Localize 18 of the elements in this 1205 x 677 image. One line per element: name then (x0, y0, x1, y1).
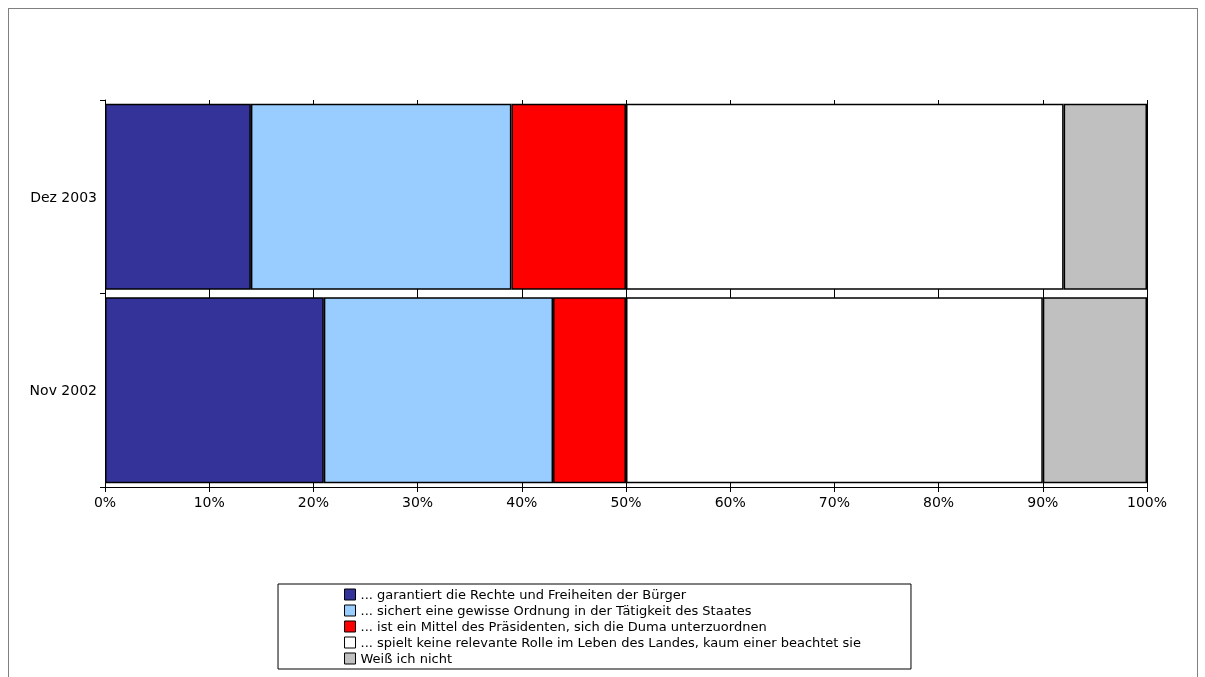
legend-label: ... spielt keine relevante Rolle im Leben des Landes, kaum einer beachtet sie (360, 635, 861, 650)
legend-label: ... garantiert die Rechte und Freiheiten der Bürger (360, 587, 687, 602)
x-tick-label: 30% (402, 494, 434, 510)
x-tick-label: 60% (714, 494, 746, 510)
legend-label: ... sichert eine gewisse Ordnung in der Tätigkeit des Staates (360, 603, 752, 618)
legend-label: ... ist ein Mittel des Präsidenten, sich die Duma unterzuordnen (360, 619, 767, 634)
x-tick-label: 70% (818, 494, 850, 510)
y-tick-label: Nov 2002 (29, 382, 97, 399)
x-tick-label: 20% (297, 494, 329, 510)
x-tick-label: 0% (93, 494, 117, 510)
legend-label: Weiß ich nicht (360, 651, 453, 666)
y-tick-label: Dez 2003 (30, 188, 97, 205)
x-tick-label: 50% (610, 494, 642, 510)
x-tick-label: 80% (923, 494, 955, 510)
x-tick-label: 90% (1027, 494, 1059, 510)
x-tick-label: 40% (506, 494, 538, 510)
x-tick-label: 100% (1126, 494, 1168, 510)
x-tick-label: 10% (193, 494, 225, 510)
